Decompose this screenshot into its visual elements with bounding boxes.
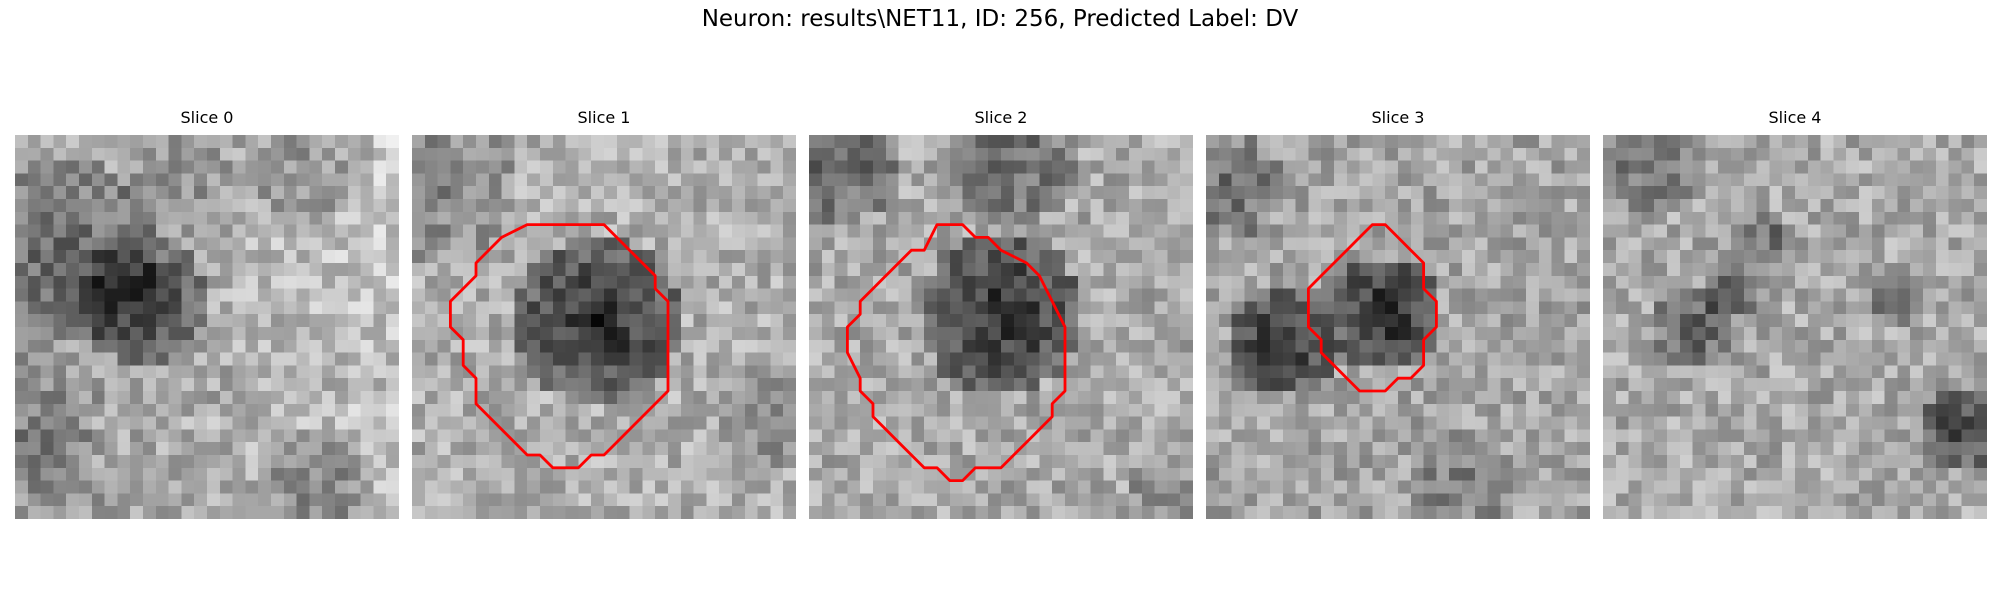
slice-title-3: Slice 3: [1371, 108, 1425, 127]
slice-image-4: [1603, 135, 1987, 519]
slice-image-2: [809, 135, 1193, 519]
figure-title: Neuron: results\NET11, ID: 256, Predicte…: [701, 6, 1299, 32]
slice-title-2: Slice 2: [974, 108, 1028, 127]
slice-image-1: [412, 135, 796, 519]
roi-contour-1: [448, 223, 670, 470]
slice-image-3: [1206, 135, 1590, 519]
slice-title-1: Slice 1: [577, 108, 631, 127]
roi-contour-2: [845, 223, 1067, 483]
slice-title-0: Slice 0: [180, 108, 234, 127]
slice-image-0: [15, 135, 399, 519]
slice-title-4: Slice 4: [1768, 108, 1822, 127]
roi-contour-3: [1306, 223, 1438, 393]
